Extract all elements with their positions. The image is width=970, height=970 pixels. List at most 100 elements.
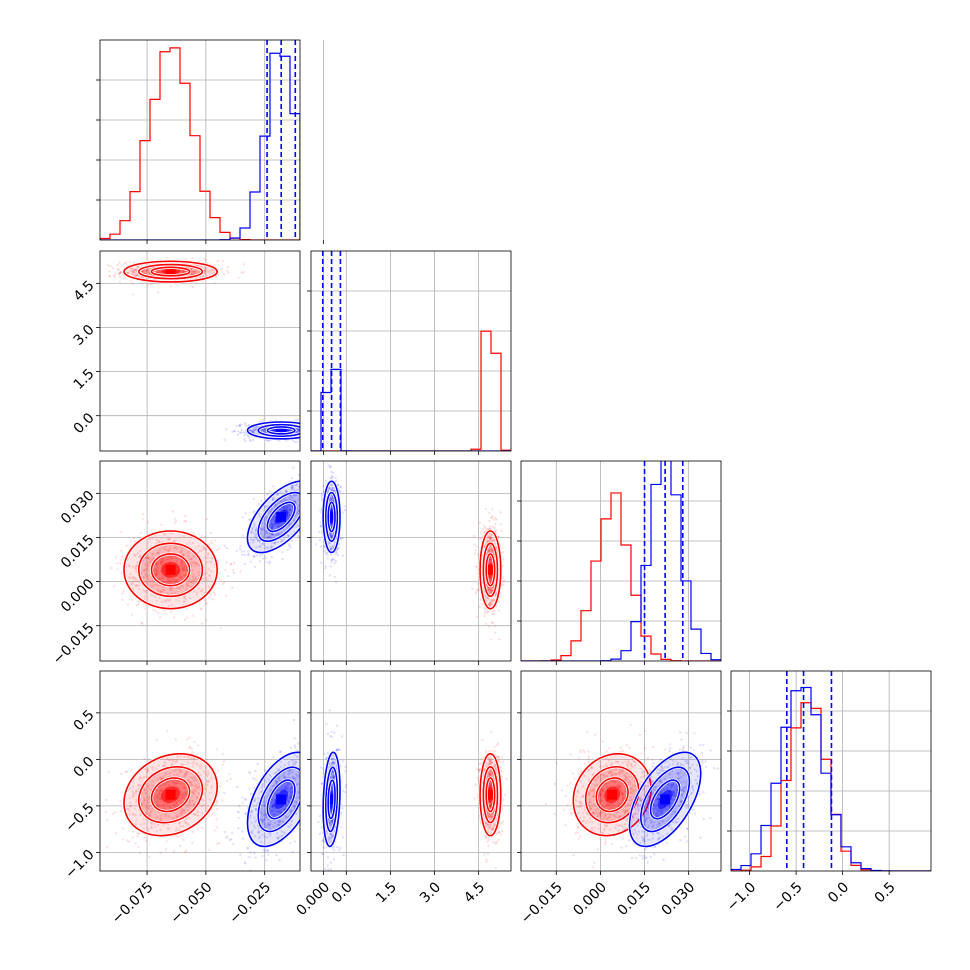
scatter-point: [127, 564, 130, 567]
scatter-point: [490, 548, 494, 551]
scatter-point: [183, 787, 186, 790]
scatter-point: [501, 551, 504, 554]
scatter-point: [238, 424, 241, 427]
scatter-point: [257, 502, 260, 506]
scatter-point: [226, 265, 230, 269]
scatter-point: [135, 570, 138, 573]
scatter-point: [188, 801, 191, 805]
scatter-point: [182, 796, 186, 799]
scatter-point: [169, 806, 172, 809]
scatter-point: [134, 274, 137, 277]
scatter-point: [490, 577, 493, 581]
scatter-point: [178, 844, 182, 847]
scatter-point: [119, 275, 122, 279]
panel-3-0: −0.075 −0.050 −0.025 0.000−1.0−0.50.00.5: [62, 670, 333, 927]
scatter-point: [252, 532, 255, 535]
scatter-point: [165, 840, 168, 843]
scatter-point: [139, 823, 143, 826]
scatter-point: [217, 273, 220, 277]
scatter-point: [331, 535, 334, 538]
scatter-point: [179, 790, 182, 794]
scatter-point: [167, 759, 171, 762]
scatter-point: [251, 431, 255, 434]
scatter-point: [160, 563, 164, 567]
scatter-point: [165, 803, 169, 806]
panel-frame: [310, 250, 512, 452]
scatter-point: [184, 811, 187, 815]
scatter-point: [120, 531, 123, 534]
scatter-point: [205, 602, 208, 605]
scatter-point: [200, 763, 203, 766]
scatter-point: [493, 526, 496, 529]
scatter-point: [272, 798, 275, 801]
scatter-point: [290, 488, 293, 491]
scatter-point: [252, 787, 256, 790]
scatter-point: [275, 781, 279, 784]
panel-1-1: [307, 250, 512, 455]
scatter-point: [159, 817, 162, 820]
scatter-point: [491, 538, 494, 542]
scatter-point: [241, 802, 244, 805]
scatter-point: [166, 729, 169, 733]
scatter-point: [181, 553, 185, 557]
scatter-point: [301, 430, 303, 432]
scatter-point: [180, 782, 183, 786]
scatter-point: [168, 558, 172, 561]
scatter-point: [330, 497, 333, 500]
scatter-point: [132, 812, 135, 816]
scatter-point: [162, 802, 166, 806]
scatter-point: [490, 546, 493, 550]
scatter-point: [165, 816, 168, 819]
scatter-point: [180, 797, 183, 800]
scatter-point: [194, 813, 198, 817]
scatter-point: [247, 847, 250, 850]
scatter-point: [196, 744, 200, 747]
scatter-point: [266, 546, 269, 550]
scatter-point: [141, 518, 144, 521]
scatter-point: [131, 794, 135, 798]
scatter-point: [204, 548, 207, 551]
scatter-point: [161, 577, 164, 581]
scatter-point: [181, 811, 184, 814]
scatter-point: [192, 573, 195, 576]
scatter-point: [244, 424, 248, 427]
scatter-point: [308, 480, 310, 482]
scatter-point: [226, 779, 229, 783]
contour-line: [138, 263, 204, 280]
scatter-point: [182, 270, 185, 273]
scatter-point: [129, 280, 133, 283]
scatter-point: [213, 829, 216, 832]
scatter-point: [313, 481, 315, 483]
scatter-point: [129, 804, 132, 808]
scatter-point: [290, 486, 293, 489]
scatter-point: [144, 591, 148, 594]
scatter-point: [305, 421, 307, 423]
scatter-point: [175, 760, 178, 763]
scatter-point: [488, 603, 491, 607]
scatter-point: [142, 569, 145, 572]
scatter-point: [173, 577, 176, 581]
scatter-point: [183, 808, 186, 812]
scatter-point: [279, 811, 282, 814]
scatter-point: [194, 271, 197, 274]
density-peak: [165, 266, 176, 277]
scatter-point: [332, 544, 335, 547]
scatter-point: [156, 800, 159, 804]
scatter-point: [244, 422, 247, 425]
scatter-point: [267, 440, 271, 443]
scatter-point: [204, 766, 207, 769]
scatter-point: [323, 545, 326, 549]
scatter-point: [159, 800, 163, 804]
scatter-point: [127, 840, 131, 843]
scatter-point: [305, 505, 307, 507]
scatter-point: [174, 519, 178, 523]
scatter-point: [332, 486, 335, 490]
scatter-point: [206, 779, 209, 783]
scatter-point: [243, 433, 246, 437]
scatter-point: [303, 431, 305, 433]
scatter-point: [486, 539, 489, 543]
scatter-point: [97, 606, 99, 608]
contour-line: [482, 542, 499, 598]
scatter-point: [297, 498, 300, 501]
scatter-point: [281, 499, 285, 502]
